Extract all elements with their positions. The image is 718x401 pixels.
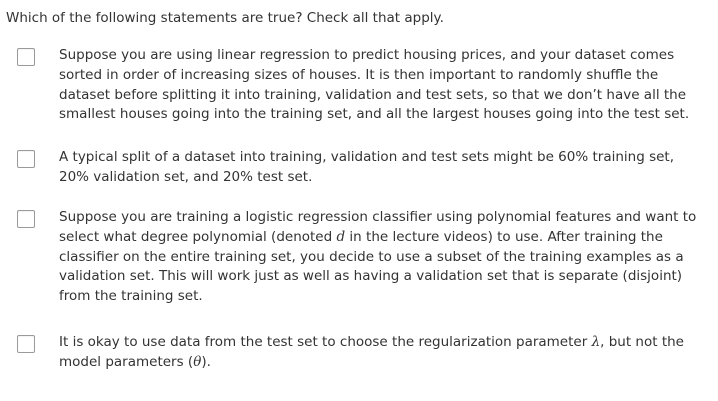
option-3-checkbox[interactable] bbox=[17, 210, 35, 228]
option-1-label: Suppose you are using linear regression … bbox=[59, 47, 690, 123]
option-3-text-after: in the lecture videos) to use. After tra… bbox=[59, 228, 684, 305]
option-4-text-before: It is okay to use data from the test set… bbox=[59, 334, 592, 350]
option-4-text-middle: , but not the model parameters ( bbox=[59, 334, 684, 370]
option-4-checkbox[interactable] bbox=[17, 335, 35, 353]
option-2-label: A typical split of a dataset into traini… bbox=[59, 149, 674, 185]
option-4-math-lambda: λ bbox=[591, 334, 601, 350]
option-1-checkbox[interactable] bbox=[17, 48, 35, 66]
option-3-label: Suppose you are training a logistic regr… bbox=[59, 208, 699, 307]
option-3-text-before: Suppose you are training a logistic regr… bbox=[59, 209, 697, 245]
option-4-text-after: ). bbox=[201, 353, 211, 370]
option-4-label: It is okay to use data from the test set… bbox=[59, 333, 699, 373]
question-prompt: Which of the following statements are tr… bbox=[6, 10, 444, 26]
option-4-math-theta: θ bbox=[193, 353, 202, 370]
option-3-math-d: d bbox=[336, 228, 346, 245]
option-2-checkbox[interactable] bbox=[17, 150, 35, 168]
